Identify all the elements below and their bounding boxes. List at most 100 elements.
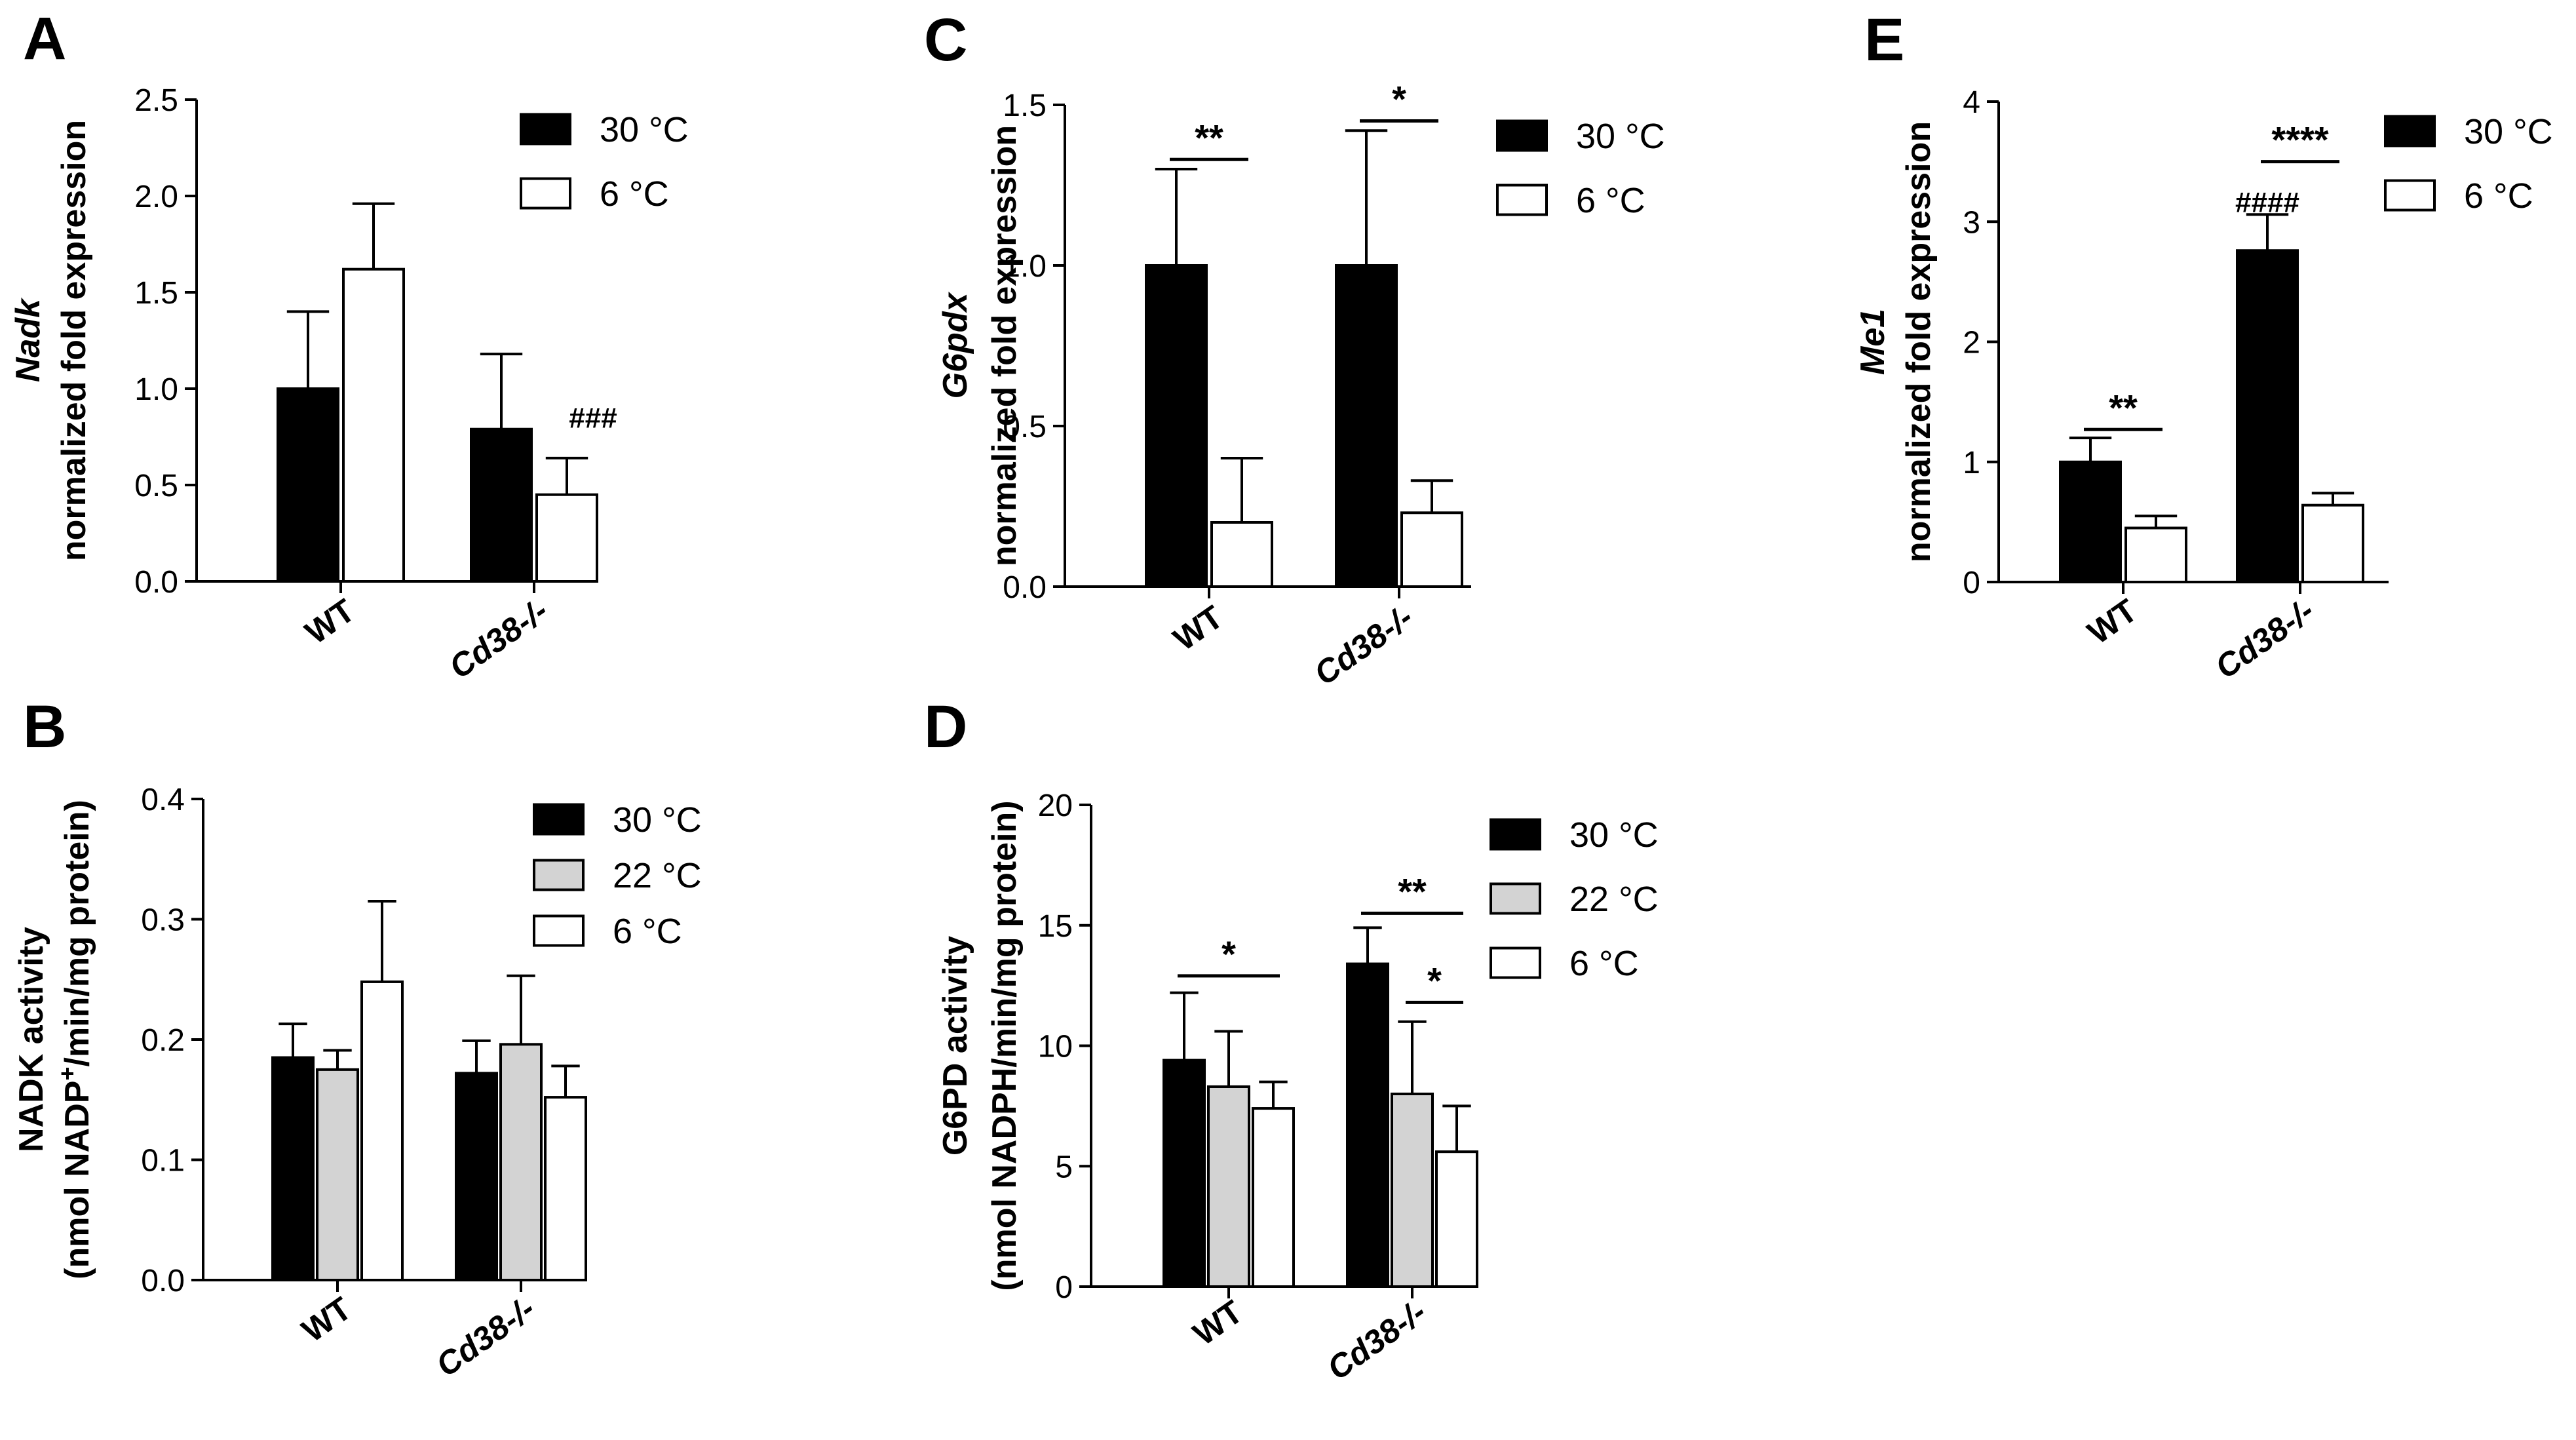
y-tick-label: 15 (1038, 909, 1073, 944)
legend-swatch (533, 914, 585, 947)
significance-marker: * (1427, 960, 1442, 1001)
y-tick-label: 4 (1963, 85, 1980, 120)
legend-label: 30 °C (1576, 117, 1665, 156)
category-label: Cd38-/- (2208, 592, 2320, 686)
panel-c: C 0.0 0.5 1.0 1.5 G6pdx normalized fold expres… (924, 7, 1665, 692)
bar (1391, 1093, 1434, 1288)
category-label: WT (299, 592, 362, 651)
bar (499, 1043, 543, 1281)
y-axis-title: normalized fold expression (55, 120, 93, 561)
bar (535, 493, 598, 583)
y-tick-label: 0.5 (1003, 410, 1047, 444)
y-axis-title: (nmol NADP+/min/mg protein) (54, 800, 96, 1279)
bar (455, 1072, 498, 1281)
significance-marker: * (1221, 933, 1236, 975)
legend-swatch (520, 113, 571, 146)
category-label: Cd38-/- (1307, 598, 1419, 692)
y-axis-title: Nadk (9, 297, 47, 382)
legend-label: 22 °C (1569, 880, 1659, 919)
legend-label: 6 °C (600, 174, 669, 214)
legend-swatch (2384, 115, 2436, 147)
y-tick-label: 0.0 (1003, 570, 1047, 605)
bar (1210, 521, 1273, 588)
y-tick-label: 20 (1038, 788, 1073, 823)
legend-label: 6 °C (1576, 181, 1645, 220)
category-label: Cd38-/- (429, 1290, 541, 1384)
bar (1400, 511, 1463, 588)
legend-swatch (520, 177, 571, 210)
y-tick-label: 5 (1055, 1150, 1073, 1184)
y-tick-label: 0 (1055, 1270, 1073, 1305)
y-tick-label: 0.5 (134, 469, 178, 503)
panel-letter: D (924, 693, 967, 760)
bar (2059, 460, 2122, 583)
bar (1335, 264, 1398, 588)
legend-swatch (1490, 946, 1541, 979)
bar (1346, 962, 1389, 1289)
bar (1163, 1059, 1206, 1289)
legend-swatch (1496, 119, 1548, 152)
category-label: WT (1187, 1293, 1250, 1352)
significance-marker: ** (1195, 117, 1223, 158)
legend-label: 22 °C (613, 856, 702, 895)
bar (544, 1096, 587, 1281)
legend-label: 6 °C (613, 912, 682, 951)
category-label: Cd38-/- (442, 592, 554, 686)
y-axis-title: G6PD activity (936, 936, 974, 1156)
significance-marker: ** (1398, 870, 1427, 912)
y-tick-label: 0.4 (141, 783, 185, 817)
y-tick-label: 2.0 (134, 180, 178, 214)
y-tick-label: 0.1 (141, 1144, 185, 1178)
y-tick-label: 1 (1963, 446, 1980, 480)
panel-letter: A (23, 5, 66, 72)
legend-label: 30 °C (600, 110, 689, 149)
panel-a: A 0.0 0.5 1.0 1.5 2.0 2.5 Nadk normalized fold e… (9, 5, 689, 686)
y-axis-title: Me1 (1854, 309, 1892, 375)
y-tick-label: 0.3 (141, 903, 185, 938)
panel-e: E 0 1 2 3 4 Me1 normalized fold expression WT Cd3… (1854, 7, 2553, 686)
y-tick-label: 2.5 (134, 83, 178, 118)
y-tick-label: 0.0 (134, 565, 178, 600)
legend-swatch (1496, 184, 1548, 216)
significance-marker: * (1392, 79, 1406, 120)
legend-swatch (533, 859, 585, 891)
category-label: Cd38-/- (1320, 1293, 1432, 1387)
panel-letter: C (924, 7, 967, 73)
bar (1252, 1107, 1295, 1289)
legend-label: 30 °C (613, 800, 702, 840)
y-tick-label: 10 (1038, 1030, 1073, 1064)
panel-d: D 0 5 10 15 20 G6PD activity (nmol NADPH/min/mg… (924, 693, 1659, 1387)
y-axis-title: (nmol NADPH/min/mg protein) (986, 800, 1024, 1291)
bar (2124, 526, 2187, 583)
legend-swatch (1490, 818, 1541, 851)
y-tick-label: 1.5 (1003, 88, 1047, 123)
legend-label: 30 °C (2464, 112, 2553, 151)
legend-swatch (533, 803, 585, 836)
legend-swatch (1490, 882, 1541, 915)
bar (316, 1068, 359, 1281)
y-tick-label: 1.5 (134, 276, 178, 311)
category-label: WT (296, 1290, 358, 1349)
bar (470, 427, 533, 583)
legend-label: 6 °C (2464, 176, 2533, 216)
bar (1145, 264, 1208, 588)
category-label: WT (2081, 592, 2144, 651)
hash-marker: ### (569, 402, 617, 435)
bar (2301, 503, 2364, 583)
y-axis-title: NADK activity (12, 927, 50, 1152)
y-tick-label: 3 (1963, 205, 1980, 240)
y-tick-label: 2 (1963, 326, 1980, 360)
y-axis-title: normalized fold expression (986, 125, 1024, 566)
y-tick-label: 0 (1963, 566, 1980, 600)
bar (1207, 1085, 1250, 1288)
bar (277, 387, 339, 583)
legend-swatch (2384, 179, 2436, 212)
y-tick-label: 0.0 (141, 1264, 185, 1298)
significance-marker: **** (2271, 119, 2328, 161)
bar (360, 980, 404, 1282)
y-tick-label: 0.2 (141, 1023, 185, 1058)
y-axis-title: normalized fold expression (1900, 121, 1938, 562)
panel-letter: B (23, 693, 66, 760)
significance-marker: ** (2109, 387, 2138, 428)
